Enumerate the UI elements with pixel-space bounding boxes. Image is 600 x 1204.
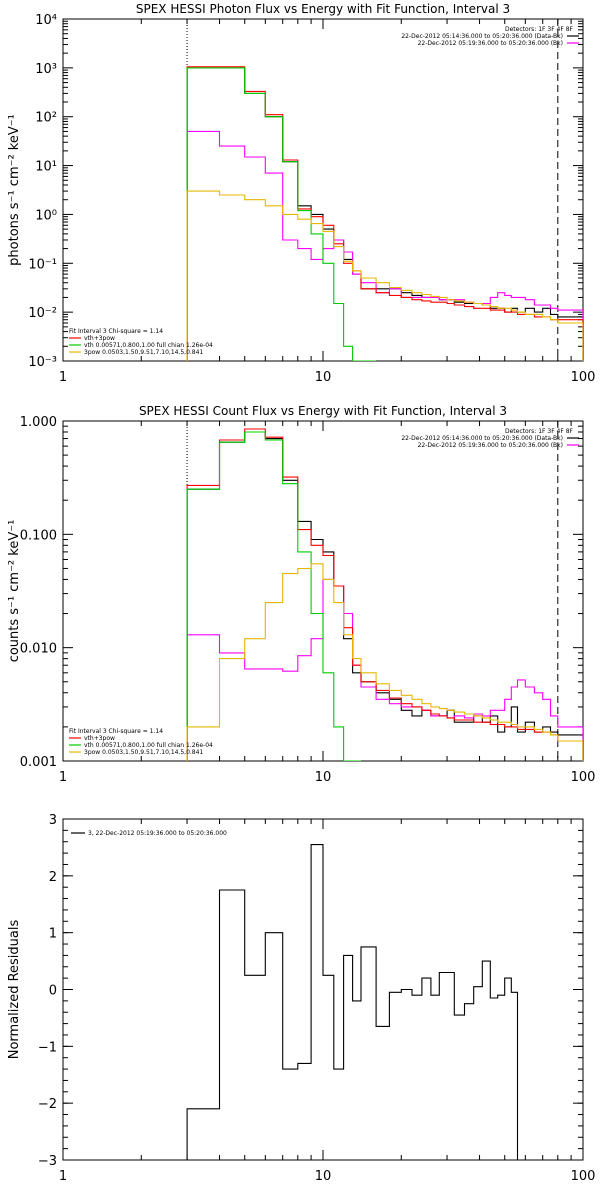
y-tick-label: −1: [38, 1040, 57, 1055]
legend-left-text: vth+3pow: [84, 335, 115, 342]
series-line-vth: [186, 431, 361, 761]
legend-right-text: Detectors: 1F 3F 4F 8F: [505, 428, 574, 435]
y-tick-label: 0.100: [20, 528, 57, 543]
y-tick-label: 0: [49, 984, 57, 999]
series-group: [186, 844, 519, 1160]
x-tick-label: 10: [315, 770, 332, 785]
series-line-vth-3pow: [186, 428, 583, 761]
x-tick-label: 1: [59, 1169, 67, 1184]
legend-right-text: 22-Dec-2012 05:19:36.000 to 05:20:36.000…: [418, 442, 563, 449]
series-line-3pow: [186, 190, 583, 361]
legend-left-text: vth 0.00571,0.800,1.00 full chian 1.26e-…: [84, 742, 213, 749]
legend-left-text: vth+3pow: [84, 735, 115, 742]
y-tick-label: 1: [49, 927, 57, 942]
legend-left-text: vth 0.00571,0.800,1.00 full chian 1.26e-…: [84, 342, 213, 349]
y-axis-label: photons s⁻¹ cm⁻² keV⁻¹: [7, 114, 22, 266]
legend-right-text: 22-Dec-2012 05:19:36.000 to 05:20:36.000…: [418, 40, 563, 47]
y-tick-label: −3: [38, 1154, 57, 1169]
y-tick-label: 10¹: [35, 160, 57, 175]
legend-right-text: Detectors: 1F 3F 4F 8F: [505, 26, 574, 33]
residuals-panel: Normalized Residuals 1 10 100 −3 −2 −1 0 1 2 3 3, 2…: [7, 813, 595, 1184]
series-line-data-bk: [186, 431, 583, 761]
series-line-bk: [186, 578, 583, 761]
x-tick-label: 1: [59, 770, 67, 785]
count-flux-panel: SPEX HESSI Count Flux vs Energy with Fit…: [7, 404, 595, 785]
chart-title: SPEX HESSI Photon Flux vs Energy with Fi…: [136, 2, 510, 16]
series-line-vth-3pow: [186, 66, 583, 361]
y-tick-label: 1.000: [20, 415, 57, 430]
y-tick-label: 2: [49, 870, 57, 885]
legend-left-text: 3, 22-Dec-2012 05:19:36.000 to 05:20:36.…: [88, 830, 227, 837]
legend-left-text: Fit Interval 3 Chi-square = 1.14: [69, 728, 163, 735]
x-tick-label: 10: [315, 370, 332, 385]
x-tick-label: 10: [315, 1169, 332, 1184]
y-tick-label: 10⁴: [35, 13, 57, 28]
y-tick-label: −2: [38, 1097, 57, 1112]
x-tick-label: 100: [571, 770, 596, 785]
y-tick-label: 10⁻¹: [28, 257, 57, 272]
series-line-bk: [186, 130, 583, 361]
y-tick-label: 10³: [35, 62, 57, 77]
x-tick-label: 100: [571, 370, 596, 385]
y-tick-label: 0.010: [20, 642, 57, 657]
series-line-3pow: [186, 563, 583, 761]
series-line-vth: [186, 67, 377, 361]
series-group: [186, 428, 583, 761]
y-tick-label: 3: [49, 813, 57, 828]
y-axis-label: counts s⁻¹ cm⁻² keV⁻¹: [7, 520, 22, 663]
y-tick-label: 10⁻²: [28, 306, 57, 321]
x-tick-label: 100: [571, 1169, 596, 1184]
photon-flux-panel: SPEX HESSI Photon Flux vs Energy with Fi…: [7, 2, 595, 385]
series-line-data-bk: [186, 67, 583, 361]
y-tick-label: 10⁰: [35, 208, 57, 223]
chart-title: SPEX HESSI Count Flux vs Energy with Fit…: [139, 404, 507, 418]
y-axis-label: Normalized Residuals: [7, 920, 22, 1060]
x-tick-label: 1: [59, 370, 67, 385]
y-tick-label: 10²: [35, 111, 57, 126]
legend-right-text: 22-Dec-2012 05:14:36.000 to 05:20:36.000…: [401, 435, 563, 442]
legend-right-text: 22-Dec-2012 05:14:36.000 to 05:20:36.000…: [401, 33, 563, 40]
series-line-residuals: [186, 844, 519, 1160]
legend-left-text: 3pow 0.0503,1.50,9.51,7.10,14.5,0.841: [84, 749, 203, 756]
series-group: [186, 66, 583, 361]
legend-left-text: Fit Interval 3 Chi-square = 1.14: [69, 328, 163, 335]
legend-left-text: 3pow 0.0503,1.50,9.51,7.10,14.5,0.841: [84, 349, 203, 356]
y-tick-label: 0.001: [20, 755, 57, 770]
y-tick-label: 10⁻³: [28, 355, 57, 370]
